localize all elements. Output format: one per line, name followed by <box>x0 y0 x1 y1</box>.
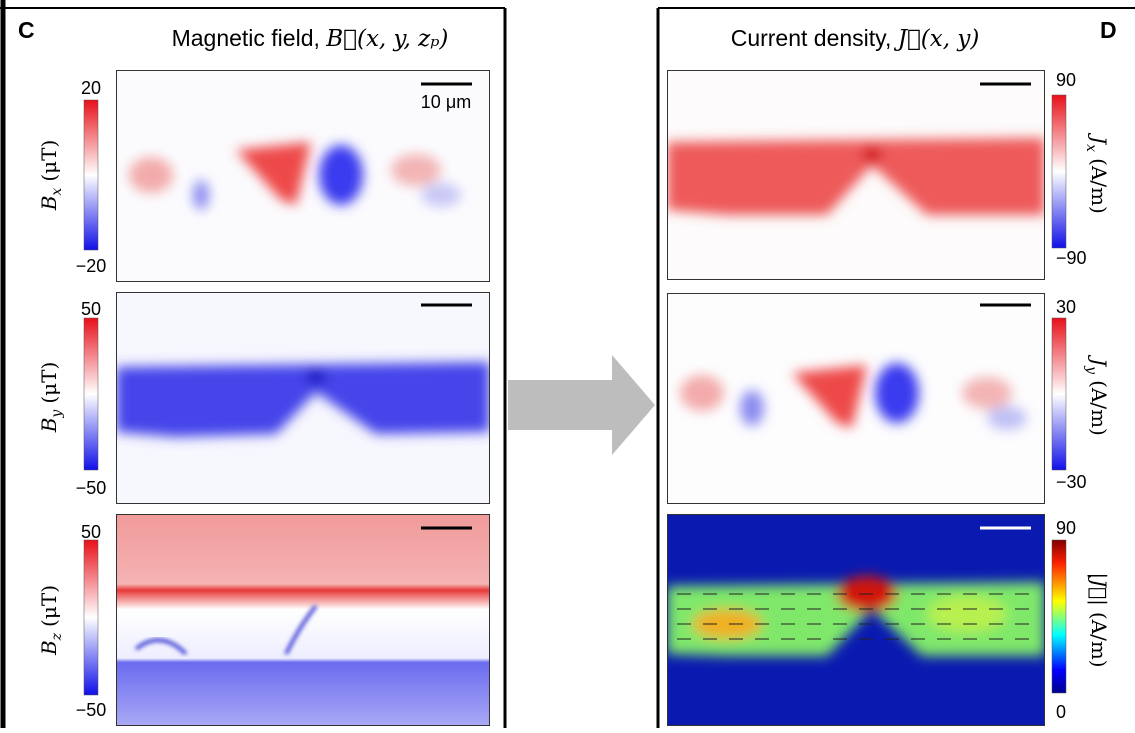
map-jmag <box>667 514 1045 726</box>
title-math: B⃗(x, y, zₚ) <box>325 26 448 52</box>
map-jy <box>667 293 1045 504</box>
symbol: B <box>37 196 61 212</box>
symbol: B <box>37 418 61 434</box>
symbol: B <box>37 640 61 656</box>
colorbar <box>83 99 99 251</box>
colorbar-min: 0 <box>1056 702 1066 722</box>
subscript: y <box>49 409 65 419</box>
colorbar-min: −20 <box>76 256 107 276</box>
axis-label: Jy (A/m) <box>1083 354 1111 436</box>
symbol: J <box>1087 132 1111 145</box>
unit: (μT) <box>37 585 61 627</box>
colorbar-min: −50 <box>76 478 107 498</box>
unit: (μT) <box>37 362 61 404</box>
colorbar-min: −90 <box>1056 248 1087 268</box>
map-bx <box>116 70 490 282</box>
colorbar <box>1051 539 1067 694</box>
panel-title: Current density, J⃗(x, y) <box>731 25 980 52</box>
panel-label: C <box>18 17 35 43</box>
axis-label: Bz (μT) <box>37 585 65 656</box>
map-jx <box>667 70 1045 280</box>
subscript: z <box>49 632 65 641</box>
unit: (μT) <box>37 140 61 182</box>
subscript: x <box>1083 144 1099 152</box>
map-by <box>116 292 490 504</box>
symbol: |J⃗| <box>1086 572 1111 606</box>
title-text: Magnetic field, <box>172 25 320 51</box>
colorbar-max: 50 <box>81 299 101 319</box>
unit: (A/m) <box>1087 158 1111 214</box>
colorbar-max: 90 <box>1056 70 1076 90</box>
colorbar <box>1051 317 1067 471</box>
axis-label: Bx (μT) <box>37 140 65 212</box>
panel-title: Magnetic field, B⃗(x, y, zₚ) <box>172 25 449 52</box>
colorbar-max: 20 <box>81 78 101 98</box>
colorbar-max: 30 <box>1056 297 1076 317</box>
axis-label: By (μT) <box>37 362 65 434</box>
colorbar-max: 50 <box>81 522 101 542</box>
colorbar-min: −50 <box>76 700 107 720</box>
colorbar-min: −30 <box>1056 472 1087 492</box>
title-math: J⃗(x, y) <box>894 26 980 52</box>
colorbar <box>83 539 99 696</box>
panel-label: D <box>1100 17 1117 43</box>
arrow <box>508 355 655 455</box>
colorbar-max: 90 <box>1056 518 1076 538</box>
unit: (A/m) <box>1087 612 1111 668</box>
title-text: Current density, <box>731 25 892 51</box>
unit: (A/m) <box>1087 380 1111 436</box>
axis-label: |J⃗| (A/m) <box>1086 572 1111 667</box>
map-bz <box>116 514 490 726</box>
colorbar <box>83 317 99 471</box>
scale-bar-label: 10 μm <box>421 92 471 112</box>
symbol: J <box>1087 354 1111 367</box>
subscript: y <box>1083 365 1099 375</box>
axis-label: Jx (A/m) <box>1083 132 1111 214</box>
colorbar <box>1051 94 1067 249</box>
subscript: x <box>49 188 65 196</box>
